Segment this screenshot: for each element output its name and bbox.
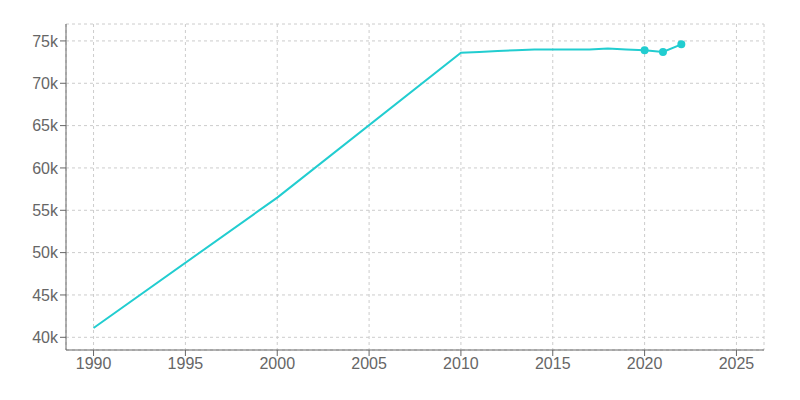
svg-text:1995: 1995 xyxy=(168,355,204,372)
svg-text:2015: 2015 xyxy=(535,355,571,372)
svg-text:40k: 40k xyxy=(32,329,59,346)
svg-text:45k: 45k xyxy=(32,287,59,304)
svg-text:2000: 2000 xyxy=(259,355,295,372)
svg-text:65k: 65k xyxy=(32,117,59,134)
svg-text:55k: 55k xyxy=(32,202,59,219)
svg-text:2005: 2005 xyxy=(351,355,387,372)
svg-text:60k: 60k xyxy=(32,160,59,177)
svg-text:50k: 50k xyxy=(32,244,59,261)
svg-text:2025: 2025 xyxy=(719,355,755,372)
svg-text:2010: 2010 xyxy=(443,355,479,372)
svg-text:1990: 1990 xyxy=(76,355,112,372)
svg-text:70k: 70k xyxy=(32,75,59,92)
svg-text:75k: 75k xyxy=(32,33,59,50)
svg-text:2020: 2020 xyxy=(627,355,663,372)
